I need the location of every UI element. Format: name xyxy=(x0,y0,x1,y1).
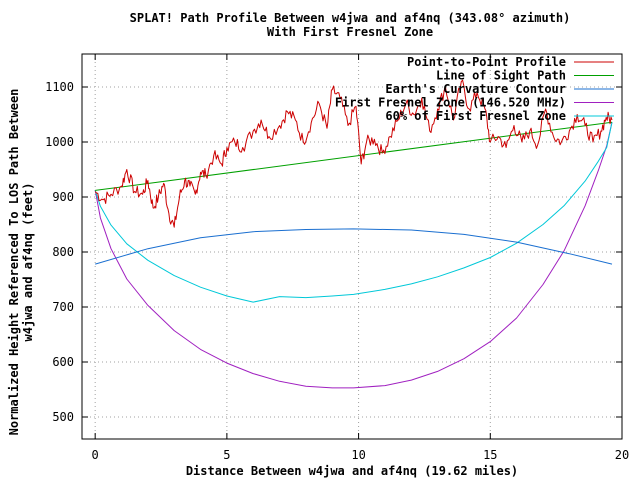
legend-label-curvature: Earth's Curvature Contour xyxy=(385,82,566,96)
series-line-fresnel60 xyxy=(94,122,613,303)
series-line-los xyxy=(95,121,613,191)
y-tick-label: 600 xyxy=(52,355,74,369)
series-line-curvature xyxy=(95,228,613,265)
y-tick-label: 500 xyxy=(52,410,74,424)
y-tick-label: 700 xyxy=(52,300,74,314)
y-tick-label: 1000 xyxy=(45,135,74,149)
x-tick-label: 0 xyxy=(92,448,99,462)
x-axis-label: Distance Between w4jwa and af4nq (19.62 … xyxy=(186,464,518,478)
axis-ticks: 0 5 10 15 20 500 600 700 800 900 1000 1100 xyxy=(45,54,629,462)
y-tick-label: 800 xyxy=(52,245,74,259)
series-lines xyxy=(94,79,613,389)
y-tick-label: 1100 xyxy=(45,80,74,94)
x-tick-label: 10 xyxy=(351,448,365,462)
legend-label-fresnel: First Fresnel Zone (146.520 MHz) xyxy=(335,96,566,110)
series-line-fresnel xyxy=(94,122,613,389)
plot-frame xyxy=(81,53,623,440)
chart-subtitle: With First Fresnel Zone xyxy=(267,25,433,39)
x-tick-label: 5 xyxy=(223,448,230,462)
series-line-profile xyxy=(94,79,613,228)
legend-label-profile: Point-to-Point Profile xyxy=(407,55,566,69)
x-tick-label: 20 xyxy=(615,448,629,462)
chart-title: SPLAT! Path Profile Between w4jwa and af… xyxy=(130,11,571,25)
y-tick-label: 900 xyxy=(52,190,74,204)
y-axis-label: Normalized Height Referenced To LOS Path… xyxy=(7,89,21,436)
x-tick-label: 15 xyxy=(483,448,497,462)
y-axis-label-line2: w4jwa and af4nq (feet) xyxy=(21,183,35,342)
legend-label-los: Line of Sight Path xyxy=(436,69,566,83)
legend-label-fresnel60: 60% of First Fresnel Zone xyxy=(385,109,566,123)
